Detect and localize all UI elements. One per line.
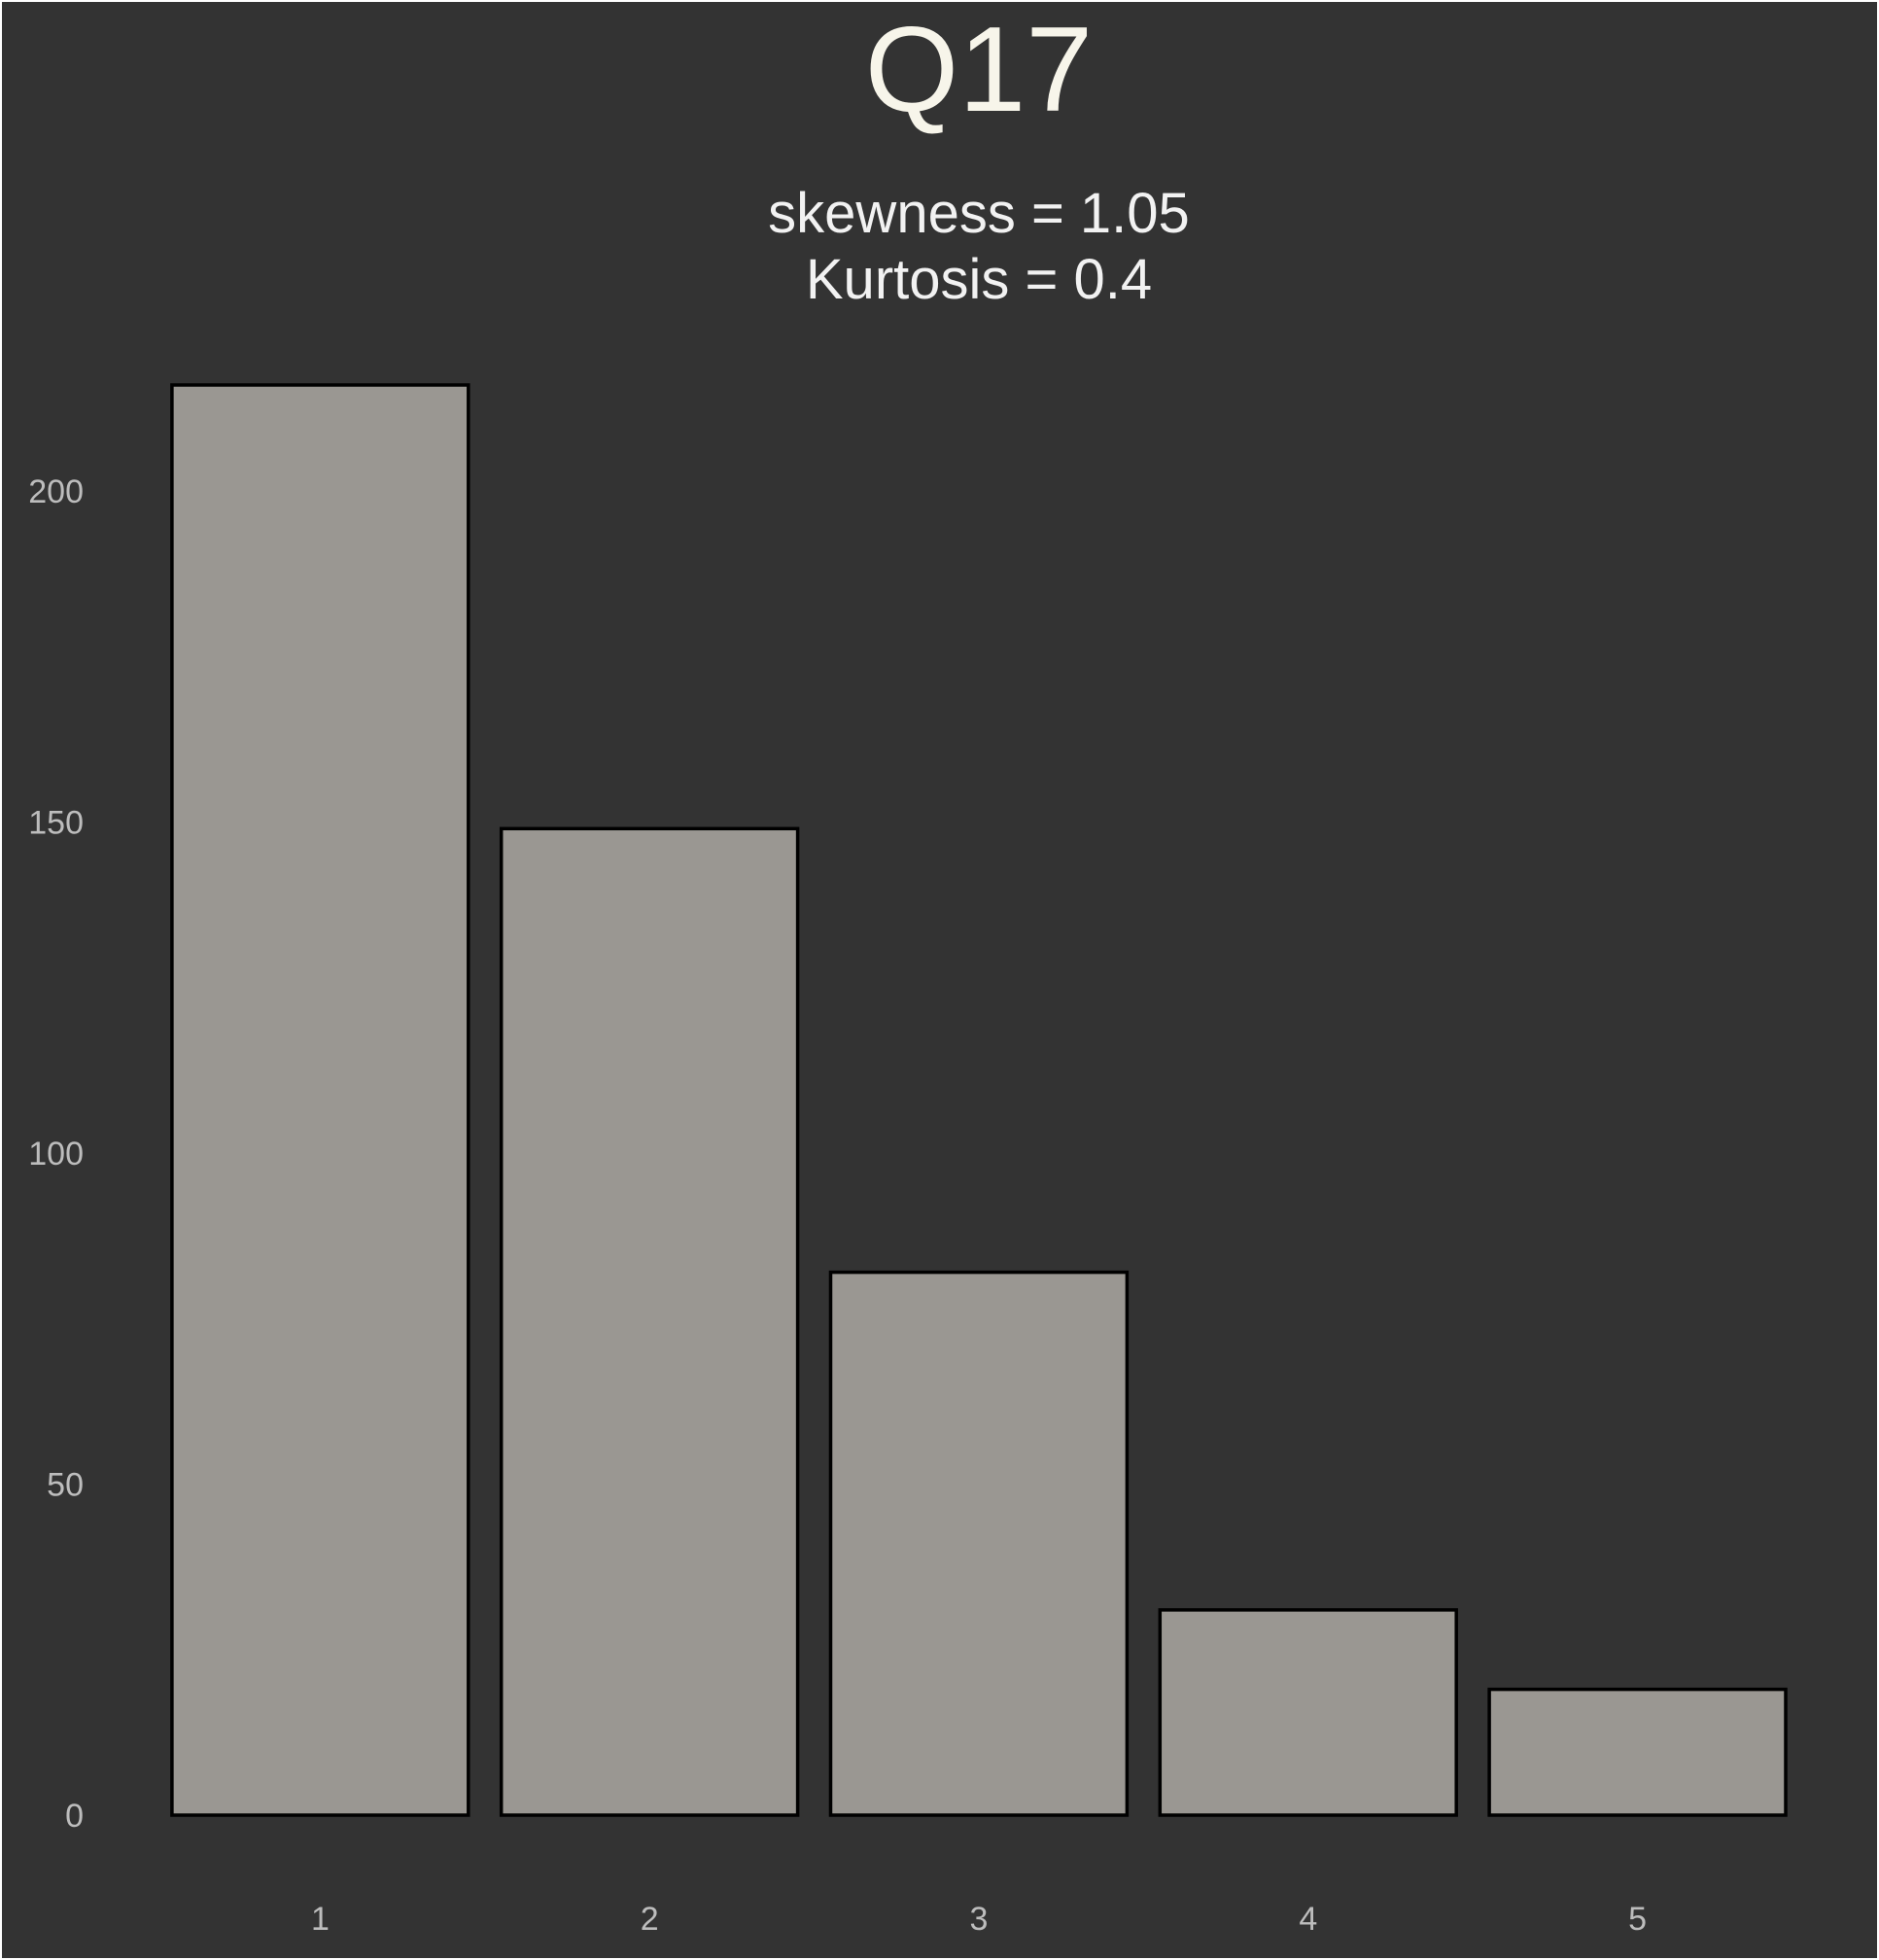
y-axis-ticks: 0 50 100 150 200 bbox=[28, 473, 84, 1835]
y-tick-label: 150 bbox=[28, 805, 84, 842]
bar-3 bbox=[828, 1270, 1130, 1817]
x-tick-label: 5 bbox=[1628, 1901, 1647, 1938]
x-tick-label: 4 bbox=[1299, 1901, 1317, 1938]
y-tick-label: 0 bbox=[65, 1798, 84, 1835]
x-tick-label: 3 bbox=[970, 1901, 989, 1938]
y-tick-label: 50 bbox=[47, 1467, 84, 1504]
x-tick-label: 2 bbox=[641, 1901, 659, 1938]
bars-group bbox=[170, 383, 1788, 1817]
x-axis-ticks: 1 2 3 4 5 bbox=[311, 1901, 1647, 1938]
bar-5 bbox=[1487, 1687, 1788, 1817]
y-tick-label: 200 bbox=[28, 473, 84, 510]
bar-1 bbox=[170, 383, 470, 1817]
bar-2 bbox=[499, 826, 800, 1817]
bar-4 bbox=[1158, 1608, 1458, 1817]
chart-title: Q17 bbox=[865, 3, 1093, 137]
x-tick-label: 1 bbox=[311, 1901, 330, 1938]
y-tick-label: 100 bbox=[28, 1136, 84, 1172]
chart-subtitle-skewness: skewness = 1.05 bbox=[768, 182, 1190, 245]
chart-subtitle-kurtosis: Kurtosis = 0.4 bbox=[806, 248, 1152, 311]
